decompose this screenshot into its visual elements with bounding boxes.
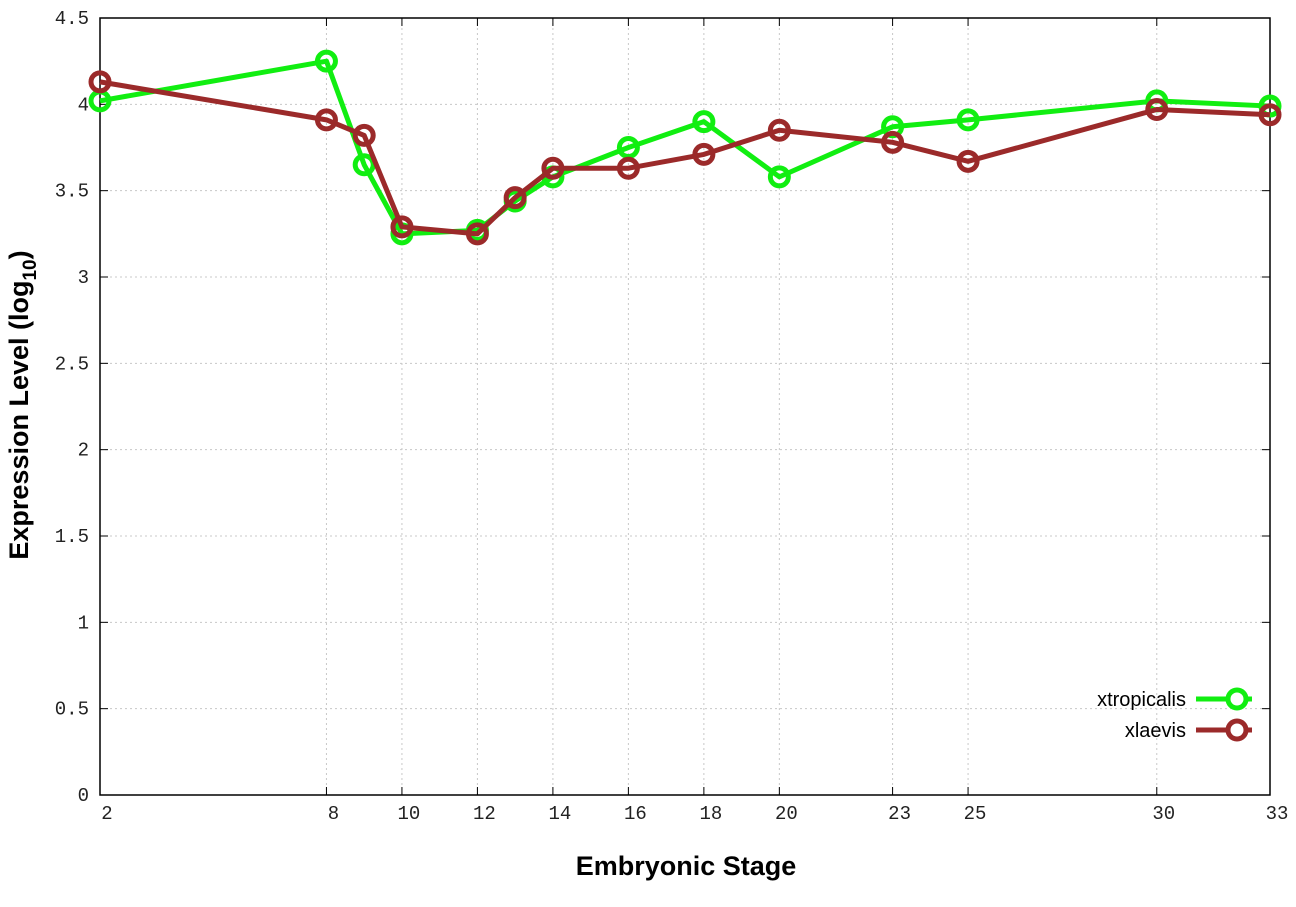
x-tick-label: 20 (775, 803, 798, 825)
data-point (314, 108, 338, 132)
x-tick-label: 33 (1266, 803, 1289, 825)
x-tick-label: 10 (398, 803, 421, 825)
legend-marker (1225, 718, 1249, 742)
data-point (956, 149, 980, 173)
y-tick-label: 3.5 (55, 181, 89, 203)
series-xtropicalis (88, 49, 1282, 246)
y-tick-label: 0 (78, 785, 89, 807)
x-axis-label: Embryonic Stage (576, 851, 797, 881)
series-layer (88, 49, 1282, 246)
series-line (99, 79, 1271, 237)
legend-label: xtropicalis (1097, 689, 1186, 711)
data-point (616, 156, 640, 180)
y-tick-label: 4.5 (55, 8, 89, 30)
y-tick-label: 3 (78, 267, 89, 289)
data-point (352, 123, 376, 147)
data-point (503, 186, 527, 210)
y-tick-label: 1 (78, 612, 89, 634)
y-tick-label: 0.5 (55, 699, 89, 721)
x-tick-label: 16 (624, 803, 647, 825)
series-line (99, 58, 1271, 237)
data-point (616, 136, 640, 159)
data-point (692, 110, 716, 134)
y-axis-label: Expression Level (log10) (4, 250, 41, 559)
data-point (1258, 94, 1282, 118)
data-point (1258, 103, 1282, 127)
axes: 2 8 10 12 14 16 18 20 23 25 30 33 0 0.5 1 1.5 2 2.5 3 3.5 4 4… (55, 8, 1289, 825)
x-tick-label: 14 (548, 803, 571, 825)
data-point (956, 108, 980, 132)
legend-marker (1225, 687, 1249, 711)
x-tick-label: 23 (888, 803, 911, 825)
data-point (881, 130, 905, 154)
data-point (314, 49, 338, 73)
grid (100, 18, 1270, 795)
y-tick-label: 2.5 (55, 353, 89, 375)
plot-frame (99, 17, 1271, 796)
data-point (767, 165, 791, 189)
legend-label: xlaevis (1125, 720, 1186, 742)
x-tick-label: 8 (328, 803, 339, 825)
data-point (1145, 98, 1169, 122)
data-point (390, 215, 414, 239)
y-tick-label: 2 (78, 440, 89, 462)
data-point (465, 222, 489, 246)
y-tick-label: 4 (78, 94, 89, 116)
x-tick-label: 12 (473, 803, 496, 825)
y-tick-label: 1.5 (55, 526, 89, 548)
x-tick-label: 30 (1152, 803, 1175, 825)
data-point (692, 142, 716, 166)
x-tick-label: 18 (699, 803, 722, 825)
data-point (88, 70, 112, 94)
x-tick-label: 25 (964, 803, 987, 825)
legend: xtropicalis xlaevis (1097, 687, 1252, 742)
series-xlaevis (88, 70, 1282, 246)
data-point (352, 153, 376, 177)
x-tick-label: 2 (101, 803, 112, 825)
data-point (541, 156, 565, 180)
data-point (767, 118, 791, 142)
